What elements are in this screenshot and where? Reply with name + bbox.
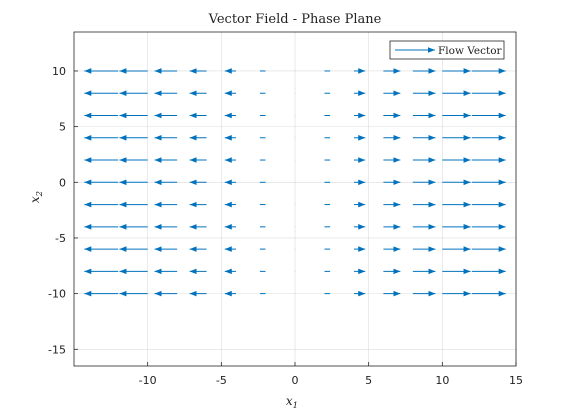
y-tick-label: -5 bbox=[55, 232, 66, 245]
x-tick-label: -10 bbox=[139, 374, 157, 387]
x-tick-label: 0 bbox=[292, 374, 299, 387]
y-axis-label: x2 bbox=[28, 191, 45, 203]
vector-arrows bbox=[84, 68, 506, 297]
y-axis-ticks: -15 -10 -5 0 5 10 bbox=[48, 65, 78, 356]
y-tick-label: -15 bbox=[48, 343, 66, 356]
x-axis-label: x1 bbox=[286, 394, 298, 411]
grid-lines bbox=[74, 32, 517, 366]
chart-title: Vector Field - Phase Plane bbox=[208, 12, 382, 27]
legend-box bbox=[389, 40, 505, 60]
x-tick-label: 15 bbox=[509, 374, 523, 387]
x-tick-label: -5 bbox=[216, 374, 227, 387]
x-tick-label: 5 bbox=[365, 374, 372, 387]
x-tick-label: 10 bbox=[435, 374, 449, 387]
y-tick-label: 0 bbox=[59, 176, 66, 189]
y-tick-label: 10 bbox=[52, 65, 66, 78]
legend: Flow Vector bbox=[389, 40, 505, 60]
y-tick-label: -10 bbox=[48, 288, 66, 301]
x-axis-ticks: -10 -5 0 5 10 15 bbox=[139, 362, 523, 387]
y-tick-label: 5 bbox=[59, 121, 66, 134]
legend-label: Flow Vector bbox=[438, 45, 503, 57]
